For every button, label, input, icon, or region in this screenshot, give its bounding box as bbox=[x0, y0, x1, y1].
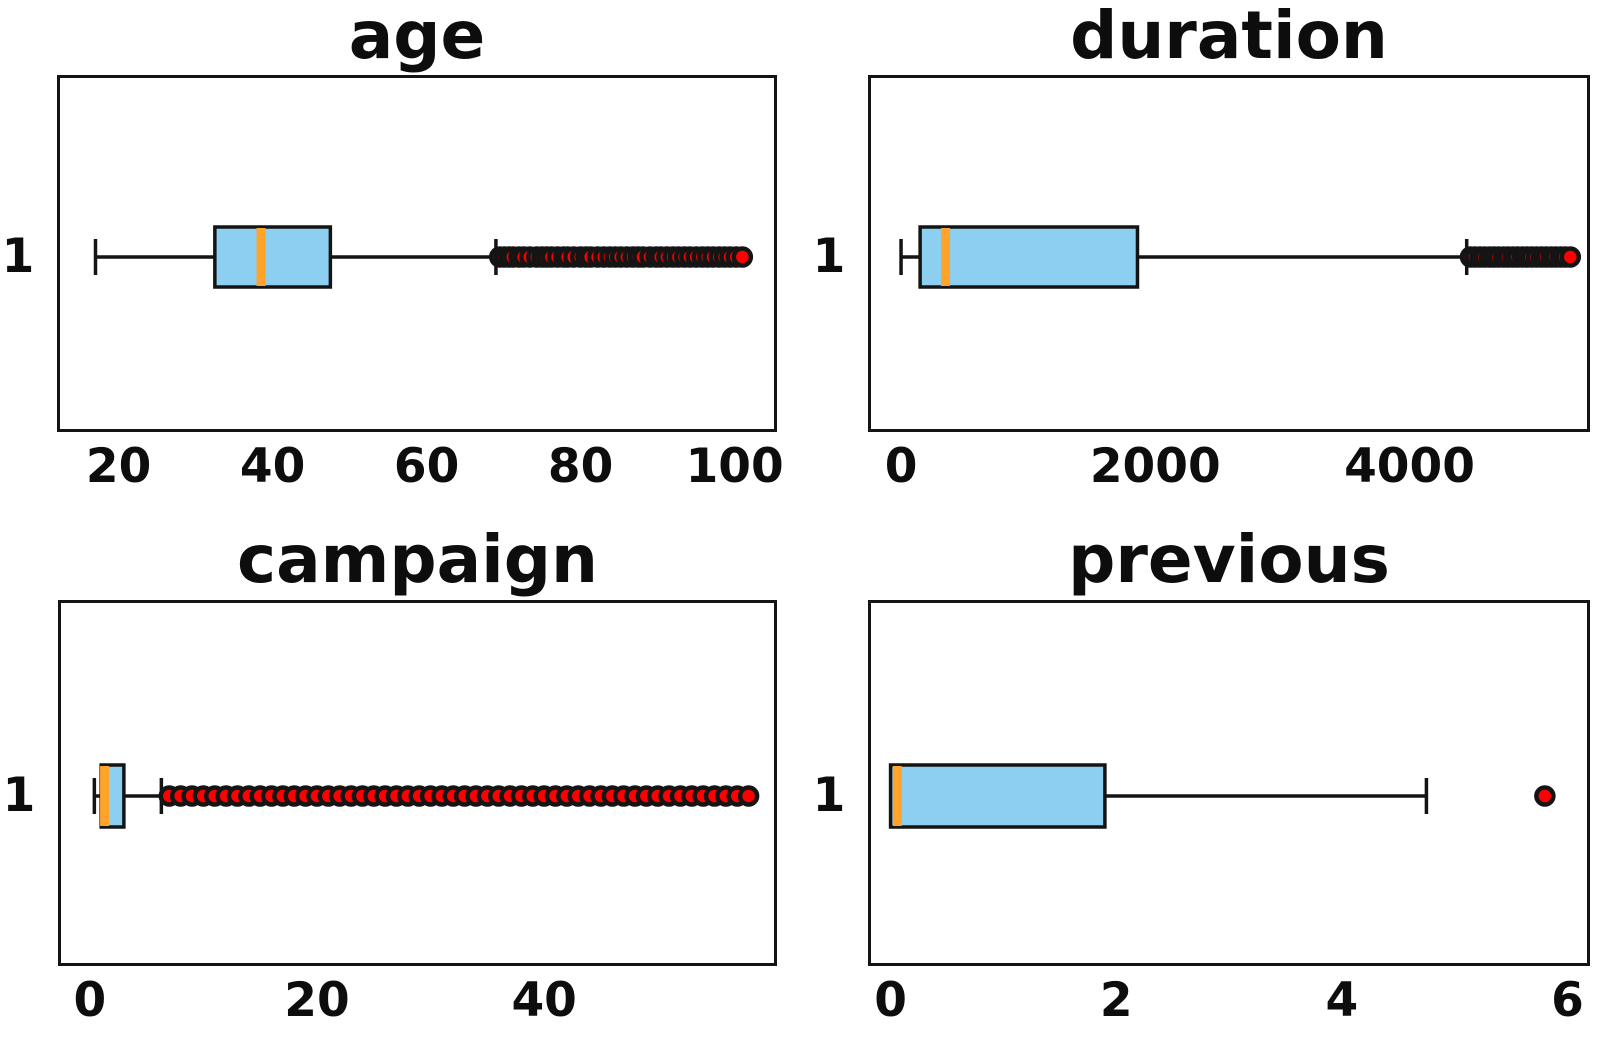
iqr-box bbox=[213, 225, 333, 289]
x-tick-label: 2 bbox=[1099, 973, 1133, 1028]
x-tick-label: 2000 bbox=[1089, 439, 1221, 494]
plot-title-age: age bbox=[348, 0, 486, 74]
y-axis-tick-label: 1 bbox=[2, 768, 36, 823]
iqr-box bbox=[888, 763, 1107, 829]
previous-plot-canvas bbox=[868, 600, 1590, 966]
x-tick-label: 20 bbox=[284, 973, 350, 1028]
x-tick-label: 40 bbox=[239, 439, 306, 494]
x-tick-label: 80 bbox=[547, 439, 614, 494]
x-tick-label: 60 bbox=[393, 439, 460, 494]
x-tick-label: 4000 bbox=[1344, 439, 1475, 494]
plot-title-duration: duration bbox=[1070, 0, 1388, 74]
y-axis-tick-label: 1 bbox=[1, 229, 35, 284]
plot-title-previous: previous bbox=[1068, 521, 1390, 598]
x-tick-label: 100 bbox=[685, 439, 784, 494]
plot-title-campaign: campaign bbox=[236, 521, 599, 598]
x-tick-label: 6 bbox=[1551, 973, 1584, 1028]
x-tick-label: 4 bbox=[1325, 973, 1359, 1028]
duration-plot-canvas bbox=[868, 75, 1590, 432]
outlier-point bbox=[1534, 785, 1556, 807]
x-tick-label: 20 bbox=[85, 439, 152, 494]
outlier-point bbox=[731, 246, 754, 268]
x-tick-label: 0 bbox=[884, 439, 918, 494]
outlier-point bbox=[1559, 246, 1582, 268]
axes-border bbox=[58, 600, 777, 966]
age-plot-canvas bbox=[57, 75, 777, 432]
iqr-box bbox=[918, 225, 1140, 289]
outlier-point bbox=[737, 785, 760, 807]
y-axis-tick-label: 1 bbox=[812, 768, 846, 823]
x-tick-label: 0 bbox=[73, 973, 107, 1028]
x-tick-label: 40 bbox=[511, 973, 577, 1028]
x-tick-label: 0 bbox=[874, 973, 907, 1028]
y-axis-tick-label: 1 bbox=[812, 229, 846, 284]
campaign-plot-canvas bbox=[58, 600, 777, 966]
